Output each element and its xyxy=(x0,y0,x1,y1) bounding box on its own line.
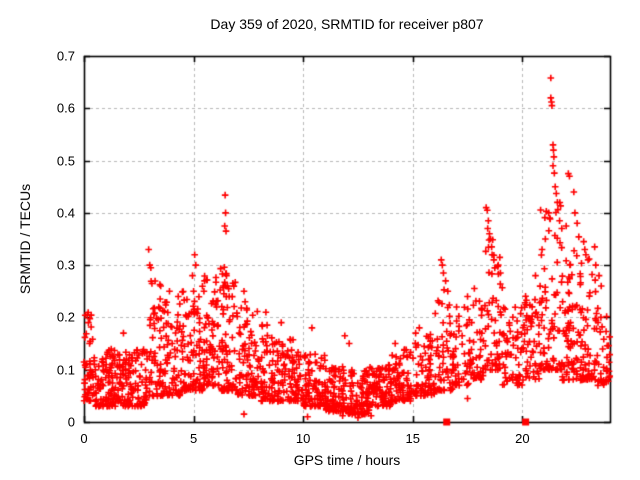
y-tick-label-0: 0 xyxy=(67,414,75,430)
y-tick-label-0.4: 0.4 xyxy=(56,205,75,221)
x-tick-label-20: 20 xyxy=(515,431,530,446)
x-axis-title: GPS time / hours xyxy=(293,452,401,468)
chart-title: Day 359 of 2020, SRMTID for receiver p80… xyxy=(210,16,484,32)
x-tick-label-15: 15 xyxy=(405,431,420,446)
y-axis-title: SRMTID / TECUs xyxy=(17,183,33,295)
x-tick-label-10: 10 xyxy=(295,431,311,446)
y-tick-label-0.5: 0.5 xyxy=(56,153,75,169)
y-tick-label-0.2: 0.2 xyxy=(56,309,75,325)
x-tick-label-5: 5 xyxy=(189,431,198,446)
y-tick-label-0.7: 0.7 xyxy=(56,48,75,64)
y-tick-label-0.1: 0.1 xyxy=(56,362,75,378)
y-tick-label-0.6: 0.6 xyxy=(56,100,75,116)
y-tick-label-0.3: 0.3 xyxy=(56,257,75,273)
x-tick-label-0: 0 xyxy=(80,431,88,446)
